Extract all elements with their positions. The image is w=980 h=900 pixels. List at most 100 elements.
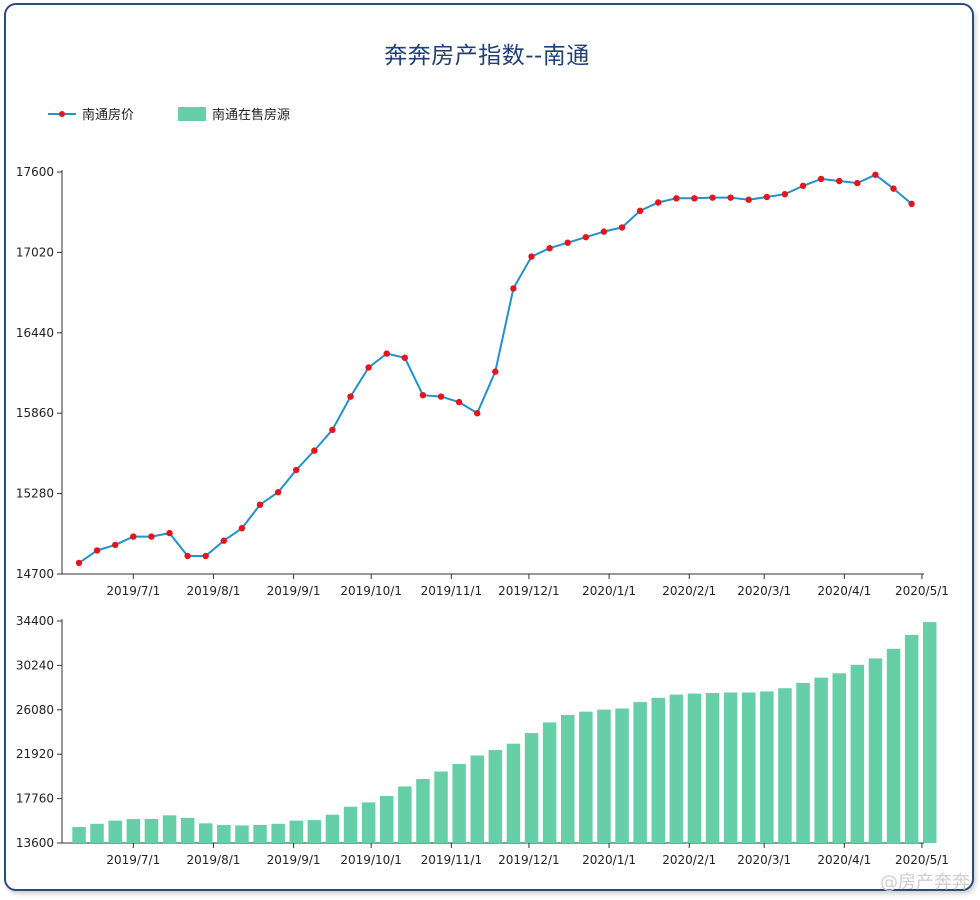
listing-bar bbox=[778, 688, 792, 843]
price-point bbox=[799, 182, 807, 190]
price-point bbox=[238, 525, 246, 532]
bar-y-tick-label: 26080 bbox=[16, 703, 54, 717]
legend-label-price: 南通房价 bbox=[82, 108, 135, 123]
line-y-tick-label: 15280 bbox=[16, 487, 54, 501]
legend-item-listings: 南通在售房源 bbox=[178, 104, 290, 123]
price-point bbox=[130, 533, 137, 540]
listing-bar bbox=[669, 694, 684, 843]
legend-bar-swatch bbox=[178, 106, 207, 121]
listing-bar bbox=[850, 664, 865, 843]
price-point bbox=[474, 410, 481, 417]
price-point bbox=[148, 533, 155, 540]
price-point bbox=[546, 245, 553, 252]
price-point bbox=[582, 233, 589, 241]
listing-bar bbox=[579, 711, 593, 843]
price-point bbox=[745, 196, 752, 203]
bar-x-tick-label: 2020/3/1 bbox=[737, 853, 791, 867]
listing-bar bbox=[723, 692, 738, 843]
listing-bar bbox=[923, 622, 937, 843]
listing-bar bbox=[470, 755, 484, 843]
listing-bar bbox=[271, 823, 285, 843]
listing-bar bbox=[398, 786, 412, 843]
price-point bbox=[836, 177, 843, 185]
line-x-tick-label: 2020/5/1 bbox=[895, 584, 949, 598]
line-y-tick-label: 14700 bbox=[16, 567, 54, 581]
listing-bar bbox=[868, 658, 883, 843]
price-point bbox=[383, 350, 390, 357]
price-point bbox=[365, 364, 372, 371]
listing-bar bbox=[488, 750, 503, 843]
price-point bbox=[890, 185, 897, 192]
listing-bar bbox=[615, 708, 629, 843]
legend-line-marker bbox=[48, 110, 76, 117]
price-point bbox=[401, 354, 408, 361]
listing-bar bbox=[633, 702, 647, 843]
line-y-tick-label: 15860 bbox=[16, 406, 54, 420]
listing-bar bbox=[325, 814, 340, 843]
listing-bar bbox=[217, 824, 231, 843]
listing-bar bbox=[343, 806, 358, 843]
price-point bbox=[618, 224, 626, 231]
listing-bar bbox=[162, 815, 177, 844]
legend-item-price: 南通房价 bbox=[48, 104, 134, 123]
price-point bbox=[709, 194, 716, 201]
listing-bar bbox=[307, 820, 322, 843]
price-point bbox=[419, 391, 427, 399]
listing-bar bbox=[687, 693, 702, 843]
listing-bar bbox=[144, 819, 159, 843]
price-point bbox=[727, 194, 734, 201]
listing-bar bbox=[886, 648, 901, 844]
line-x-tick-label: 2020/1/1 bbox=[582, 584, 636, 598]
line-x-tick-label: 2019/11/1 bbox=[421, 584, 483, 598]
listing-bar bbox=[126, 819, 141, 843]
listing-bar bbox=[542, 722, 557, 843]
price-point bbox=[220, 537, 227, 544]
legend-label-listings: 南通在售房源 bbox=[212, 108, 291, 123]
price-point bbox=[437, 393, 445, 400]
watermark: @房产奔奔 bbox=[880, 872, 970, 893]
price-point bbox=[75, 559, 83, 567]
bar-x-tick-label: 2019/7/1 bbox=[106, 853, 160, 867]
listing-bar bbox=[506, 743, 521, 843]
price-point bbox=[202, 552, 209, 560]
price-point bbox=[274, 489, 282, 496]
price-point bbox=[817, 175, 825, 183]
bar-y-tick-label: 13600 bbox=[16, 836, 54, 850]
price-point bbox=[673, 195, 680, 202]
listing-bar bbox=[416, 779, 430, 843]
price-point bbox=[872, 171, 879, 178]
listing-bar bbox=[434, 771, 448, 843]
listing-bar bbox=[814, 677, 828, 843]
line-y-tick-label: 17600 bbox=[16, 165, 54, 179]
price-point bbox=[256, 501, 264, 508]
line-y-tick-label: 16440 bbox=[16, 326, 54, 340]
price-point bbox=[600, 228, 608, 235]
listing-bar bbox=[90, 823, 104, 843]
listing-bar bbox=[235, 825, 249, 843]
price-point bbox=[691, 195, 698, 202]
price-point bbox=[311, 447, 318, 454]
price-point bbox=[112, 541, 119, 549]
listing-bar bbox=[597, 709, 611, 843]
price-point bbox=[908, 200, 915, 208]
listing-bar bbox=[253, 824, 267, 843]
listing-bar bbox=[742, 692, 756, 843]
line-x-tick-label: 2019/7/1 bbox=[106, 584, 160, 598]
price-point bbox=[329, 426, 336, 434]
listing-bar bbox=[72, 827, 86, 843]
bar-y-tick-label: 34400 bbox=[16, 614, 54, 628]
listing-bar bbox=[651, 697, 665, 843]
bar-x-tick-label: 2019/9/1 bbox=[267, 853, 321, 867]
listing-bar bbox=[452, 764, 466, 843]
price-point bbox=[655, 199, 662, 206]
price-point bbox=[781, 190, 789, 198]
listing-bar bbox=[760, 691, 774, 843]
bar-y-tick-label: 17760 bbox=[16, 792, 54, 806]
bar-y-tick-label: 21920 bbox=[16, 747, 54, 761]
bar-x-tick-label: 2020/5/1 bbox=[895, 853, 949, 867]
line-x-tick-label: 2020/2/1 bbox=[662, 584, 716, 598]
line-x-tick-label: 2019/9/1 bbox=[267, 584, 321, 598]
price-point bbox=[510, 285, 517, 292]
line-x-tick-label: 2019/10/1 bbox=[340, 584, 402, 598]
